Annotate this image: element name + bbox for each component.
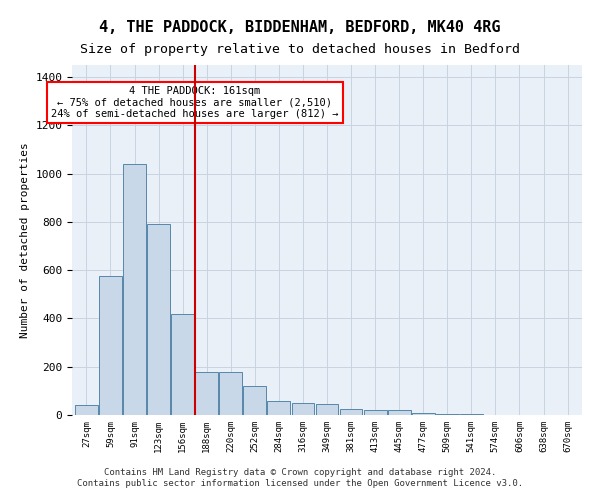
Bar: [412, 412, 434, 415]
Text: 4 THE PADDOCK: 161sqm
← 75% of detached houses are smaller (2,510)
24% of semi-d: 4 THE PADDOCK: 161sqm ← 75% of detached …: [51, 86, 338, 119]
Bar: [75, 406, 98, 415]
Bar: [364, 410, 386, 415]
Bar: [292, 403, 314, 415]
Bar: [268, 400, 290, 415]
Bar: [171, 314, 194, 415]
Bar: [436, 414, 459, 415]
Bar: [388, 410, 410, 415]
Y-axis label: Number of detached properties: Number of detached properties: [20, 142, 30, 338]
Bar: [460, 414, 483, 415]
Bar: [340, 409, 362, 415]
Bar: [99, 276, 122, 415]
Bar: [123, 164, 146, 415]
Text: Size of property relative to detached houses in Bedford: Size of property relative to detached ho…: [80, 42, 520, 56]
Bar: [244, 386, 266, 415]
Text: 4, THE PADDOCK, BIDDENHAM, BEDFORD, MK40 4RG: 4, THE PADDOCK, BIDDENHAM, BEDFORD, MK40…: [99, 20, 501, 35]
Bar: [220, 372, 242, 415]
Bar: [147, 224, 170, 415]
Bar: [316, 404, 338, 415]
Text: Contains HM Land Registry data © Crown copyright and database right 2024.
Contai: Contains HM Land Registry data © Crown c…: [77, 468, 523, 487]
Bar: [195, 372, 218, 415]
